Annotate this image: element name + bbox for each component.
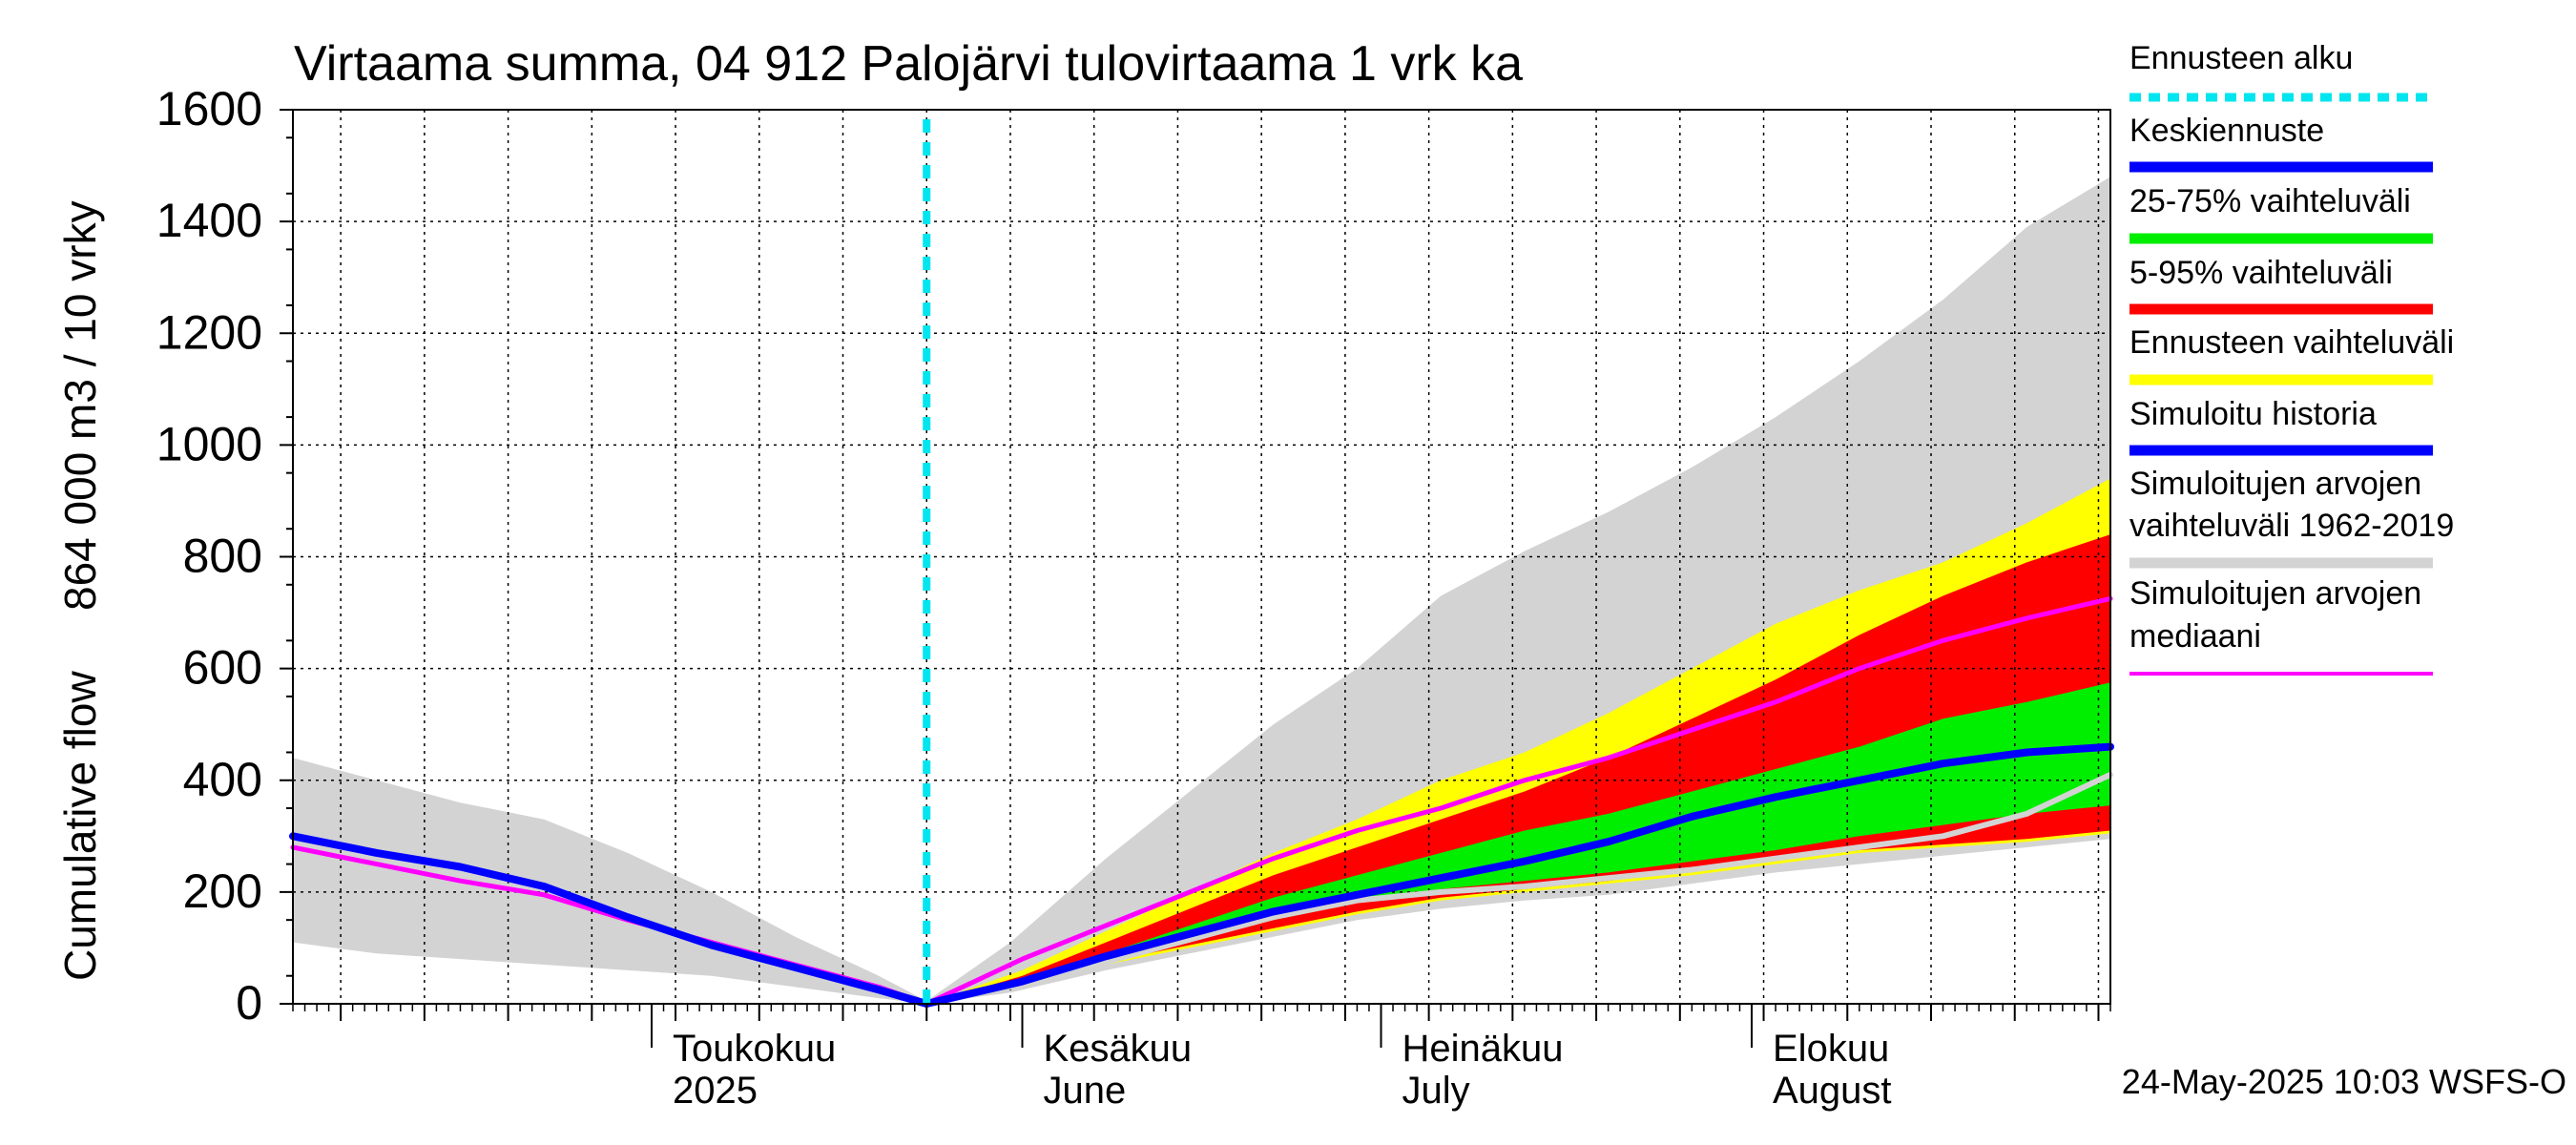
legend-item: Simuloitujen arvojen vaihteluväli 1962-20…	[2129, 466, 2454, 569]
legend-item: Keskiennuste	[2129, 113, 2433, 173]
series-line-keskiennuste	[289, 742, 2114, 1008]
axes-layer: 0 200 400 600 800 1000 1200 1400 1600 Toukokuu202…	[156, 82, 2111, 1112]
legend-item: Ennusteen vaihteluväli	[2129, 324, 2454, 385]
legend: Ennusteen alku Keskiennuste 25-75% vaihtel…	[2129, 40, 2454, 676]
legend-label: Simuloitujen arvojen mediaani	[2129, 575, 2421, 655]
x-month-label: Toukokuu	[673, 1028, 836, 1070]
x-month-label: Kesäkuu	[1044, 1028, 1193, 1070]
series-line-simuloitu-historia	[924, 771, 2113, 1007]
y-tick-label: 800	[183, 530, 262, 583]
legend-item: 5-95% vaihteluväli	[2129, 255, 2433, 315]
y-tick-label: 400	[183, 753, 262, 806]
legend-label: Simuloitu historia	[2129, 396, 2377, 432]
chart-title: Virtaama summa, 04 912 Palojärvi tulovir…	[294, 36, 1523, 92]
legend-label: Keskiennuste	[2129, 113, 2324, 149]
legend-item: Simuloitu historia	[2129, 396, 2433, 456]
x-month-label: Heinäkuu	[1402, 1028, 1563, 1070]
band-ennusteen-vaihteluv-li	[926, 478, 2111, 1004]
y-tick-label: 1600	[156, 82, 262, 135]
legend-item: 25-75% vaihteluväli	[2129, 183, 2433, 244]
legend-label: Simuloitujen arvojen vaihteluväli 1962-20…	[2129, 466, 2454, 544]
y-tick-label: 600	[183, 641, 262, 695]
legend-item: Simuloitujen arvojen mediaani	[2129, 575, 2433, 676]
legend-item: Ennusteen alku	[2129, 40, 2433, 102]
y-tick-label: 1400	[156, 194, 262, 247]
y-tick-label: 0	[236, 976, 262, 1030]
legend-label: Ennusteen alku	[2129, 40, 2353, 76]
y-axis-label: Cumulative flow	[55, 671, 105, 981]
y-tick-label: 1000	[156, 417, 262, 470]
bands-layer	[293, 177, 2111, 1005]
y-tick-label: 200	[183, 864, 262, 918]
y-axis-unit-label: 864 000 m3 / 10 vrky	[55, 200, 105, 611]
timestamp-label: 24-May-2025 10:03 WSFS-O	[2122, 1062, 2566, 1101]
x-month-label-secondary: August	[1773, 1070, 1892, 1112]
lines-layer	[289, 119, 2114, 1008]
legend-label: 25-75% vaihteluväli	[2129, 183, 2411, 219]
band-simuloitujen-arvojen-vaihteluv-li-1962-2019	[293, 177, 2110, 1005]
legend-label: 5-95% vaihteluväli	[2129, 255, 2393, 291]
x-month-label-secondary: June	[1044, 1070, 1127, 1112]
x-month-label-secondary: 2025	[673, 1070, 758, 1112]
y-tick-label: 1200	[156, 305, 262, 359]
legend-label: Ennusteen vaihteluväli	[2129, 324, 2454, 361]
x-month-label: Elokuu	[1773, 1028, 1889, 1070]
x-month-label-secondary: July	[1402, 1070, 1469, 1112]
